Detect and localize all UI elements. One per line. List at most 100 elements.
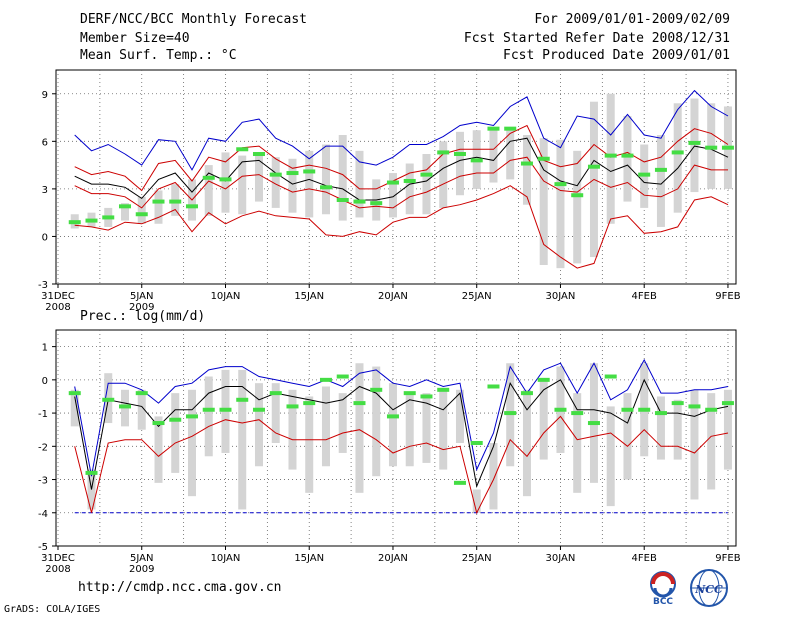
temp-marker: [604, 153, 617, 158]
temp-xtick-label: 15JAN: [294, 291, 324, 302]
temp-spread-bar: [606, 93, 615, 224]
temp-ytick-label: 6: [42, 137, 48, 148]
prec-marker: [520, 391, 533, 396]
temp-spread-bar: [321, 144, 330, 215]
temp-marker: [169, 199, 182, 204]
temp-spread-bar: [120, 203, 129, 221]
temp-marker: [236, 147, 249, 152]
temp-marker: [721, 145, 734, 150]
temp-marker: [85, 218, 98, 223]
temp-line-lower_red: [74, 156, 728, 209]
temp-marker: [571, 193, 584, 198]
temp-spread-bar: [656, 134, 665, 227]
temp-spread-bar: [439, 141, 448, 208]
prec-spread-bar: [254, 383, 263, 467]
temp-xtick-year: 2009: [129, 302, 154, 313]
prec-marker: [185, 414, 198, 419]
temp-marker: [336, 197, 349, 202]
temp-marker: [370, 201, 383, 206]
prec-marker: [269, 391, 282, 396]
prec-xtick-year: 2008: [45, 564, 70, 575]
prec-xtick-label: 15JAN: [294, 553, 324, 564]
prec-spread-bar: [489, 442, 498, 510]
temp-marker: [102, 215, 115, 220]
prec-marker: [236, 397, 249, 402]
prec-marker: [68, 391, 81, 396]
bcc-logo-text: BCC: [653, 597, 673, 606]
prec-spread-bar: [288, 389, 297, 470]
prec-marker: [587, 421, 600, 426]
temp-marker: [537, 156, 550, 161]
url-link[interactable]: http://cmdp.ncc.cma.gov.cn: [78, 580, 282, 595]
prec-marker: [319, 377, 332, 382]
prec-line-upper: [74, 358, 729, 477]
prec-marker: [470, 440, 483, 445]
started-refer-date: Fcst Started Refer Date 2008/12/31: [463, 31, 730, 46]
prec-marker: [638, 407, 651, 412]
temp-xtick-label: 30JAN: [546, 291, 576, 302]
prec-marker: [219, 407, 232, 412]
temp-marker: [68, 220, 81, 225]
temp-marker: [269, 172, 282, 177]
grads-credit: GrADS: COLA/IGES: [4, 604, 101, 615]
prec-xtick-label: 10JAN: [211, 553, 241, 564]
prec-ytick-label: -3: [38, 476, 48, 487]
prec-ytick-label: -5: [38, 542, 48, 553]
temp-spread-bar: [221, 152, 230, 213]
temp-line-mean: [74, 137, 729, 201]
temp-marker: [587, 164, 600, 169]
temp-spread-bar: [489, 127, 498, 183]
prec-spread-bar: [656, 396, 665, 460]
prec-spread-bar: [388, 383, 397, 467]
temp-spread-bar: [137, 196, 146, 224]
prec-spread-bar: [271, 383, 280, 443]
temp-marker: [621, 153, 634, 158]
temp-marker: [470, 158, 483, 163]
prec-marker: [604, 374, 617, 379]
temp-marker: [437, 150, 450, 155]
temp-xtick-year: 2008: [45, 302, 70, 313]
prec-marker: [353, 401, 366, 406]
prec-marker: [135, 391, 148, 396]
prec-xtick-label: 25JAN: [462, 553, 492, 564]
prec-spread-bar: [422, 393, 431, 463]
prec-spread-bar: [137, 389, 146, 430]
prec-spread-bar: [472, 489, 481, 513]
prec-spread-bar: [673, 399, 682, 460]
temp-marker: [487, 126, 500, 131]
prec-spread-bar: [405, 393, 414, 467]
temp-marker: [688, 140, 701, 145]
temp-spread-bar: [522, 134, 531, 205]
prec-ytick-label: -1: [38, 409, 48, 420]
prec-spread-bar: [154, 416, 163, 483]
temp-spread-bar: [338, 134, 347, 221]
precip-panel-label: Prec.: log(mm/d): [80, 309, 206, 324]
temp-ytick-label: 0: [42, 232, 48, 243]
prec-spread-bar: [455, 389, 464, 443]
prec-marker: [386, 414, 399, 419]
temp-marker: [152, 199, 165, 204]
temp-xtick-label: 9FEB: [715, 291, 740, 302]
prec-xtick-label: 30JAN: [546, 553, 576, 564]
temp-panel-label: Mean Surf. Temp.: °C: [80, 48, 237, 63]
prec-spread-bar: [355, 363, 364, 493]
prec-spread-bar: [522, 389, 531, 497]
prec-marker: [303, 401, 316, 406]
prec-marker: [487, 384, 500, 389]
ncc-logo-icon: NCC: [690, 569, 728, 607]
prec-xtick-label: 5JAN: [130, 553, 153, 564]
temp-spread-bar: [388, 173, 397, 218]
prec-xtick-label: 4FEB: [632, 553, 657, 564]
temp-marker: [286, 171, 299, 176]
prec-spread-bar: [70, 389, 79, 427]
prec-spread-bar: [338, 393, 347, 453]
forecast-period: For 2009/01/01-2009/02/09: [534, 12, 730, 27]
prec-spread-bar: [690, 389, 699, 500]
temp-marker: [654, 167, 667, 172]
prec-marker: [453, 480, 466, 485]
temp-xtick-label: 10JAN: [211, 291, 241, 302]
temp-ytick-label: 3: [42, 185, 48, 196]
prec-marker: [202, 407, 215, 412]
temp-spread-bar: [556, 139, 565, 269]
temp-marker: [118, 204, 131, 209]
